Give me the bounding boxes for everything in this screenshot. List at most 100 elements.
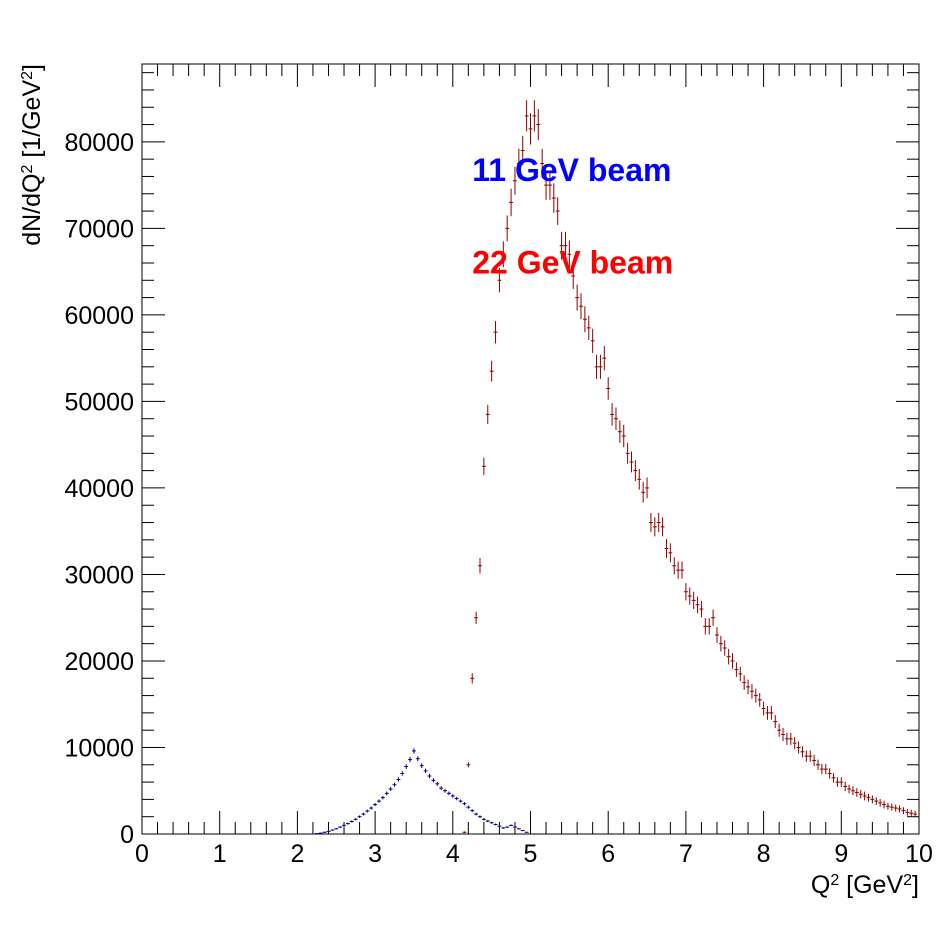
x-tick-label: 3: [368, 840, 382, 868]
data-point-series-1: [808, 750, 813, 762]
data-point-series-0: [443, 788, 447, 793]
data-point-series-0: [388, 787, 393, 792]
data-point-series-1: [617, 420, 622, 443]
data-point-series-1: [524, 100, 529, 132]
data-point-series-0: [392, 782, 397, 787]
data-point-series-1: [742, 675, 747, 690]
data-point-series-1: [656, 513, 661, 533]
data-point-series-1: [788, 732, 793, 745]
data-point-series-1: [718, 635, 723, 652]
data-point-series-0: [485, 819, 490, 823]
data-point-series-0: [408, 757, 413, 763]
data-point-series-1: [819, 763, 824, 775]
data-point-series-1: [757, 692, 762, 707]
data-point-series-1: [520, 135, 525, 166]
data-point-series-1: [660, 517, 665, 537]
data-point-series-1: [579, 293, 583, 320]
data-point-series-1: [726, 648, 731, 665]
data-point-series-1: [773, 715, 778, 729]
data-point-series-0: [474, 812, 479, 816]
data-point-series-1: [823, 763, 828, 775]
data-point-series-1: [536, 108, 541, 141]
x-tick-label: 7: [679, 840, 693, 868]
data-point-series-0: [314, 833, 319, 835]
data-point-series-1: [606, 377, 611, 400]
data-point-series-1: [784, 732, 789, 745]
data-point-series-1: [528, 113, 533, 145]
data-point-series-1: [470, 673, 475, 684]
data-point-series-1: [866, 793, 871, 802]
data-point-series-1: [668, 543, 673, 563]
data-point-series-1: [621, 424, 626, 448]
y-tick-label: 0: [120, 821, 134, 849]
data-point-series-1: [652, 517, 657, 537]
data-point-series-1: [812, 754, 817, 767]
data-point-series-1: [594, 354, 599, 379]
data-point-series-0: [481, 818, 486, 821]
x-tick-label: 10: [905, 840, 933, 868]
data-point-series-0: [400, 771, 405, 776]
data-point-series-1: [750, 683, 754, 699]
data-point-series-1: [641, 481, 646, 503]
x-tick-label: 0: [135, 840, 149, 868]
data-point-series-1: [870, 795, 875, 804]
data-point-series-0: [524, 831, 529, 833]
data-point-series-0: [326, 830, 331, 833]
data-point-series-1: [513, 166, 517, 195]
data-point-series-0: [454, 796, 459, 801]
data-point-series-0: [489, 821, 494, 824]
data-point-series-1: [765, 705, 770, 720]
data-point-series-1: [462, 831, 467, 834]
data-point-series-0: [330, 829, 335, 831]
x-axis-title: Q2 [GeV2]: [811, 871, 919, 899]
data-point-series-1: [761, 701, 766, 716]
y-tick-label: 60000: [64, 302, 134, 330]
data-point-series-1: [893, 804, 898, 812]
data-point-series-1: [540, 148, 545, 179]
data-point-series-0: [435, 781, 440, 786]
data-point-series-1: [847, 784, 852, 794]
data-point-series-0: [365, 809, 370, 813]
x-tick-label: 9: [834, 840, 848, 868]
data-point-series-0: [513, 826, 517, 828]
data-point-series-1: [497, 268, 502, 293]
data-point-series-1: [909, 809, 914, 817]
data-points: [314, 100, 918, 835]
data-point-series-1: [648, 513, 653, 533]
data-point-series-0: [450, 794, 455, 798]
data-point-series-1: [551, 183, 556, 213]
data-point-series-1: [730, 653, 735, 669]
y-tick-label: 30000: [64, 561, 134, 589]
data-point-series-1: [571, 262, 576, 289]
data-point-series-0: [493, 823, 498, 826]
data-point-series-1: [466, 762, 471, 768]
data-point-series-0: [509, 824, 514, 827]
data-point-series-1: [567, 240, 572, 269]
data-point-series-1: [633, 460, 638, 482]
data-point-series-1: [637, 468, 642, 490]
data-point-series-0: [342, 824, 346, 827]
y-tick-label: 40000: [64, 475, 134, 503]
data-point-series-1: [590, 328, 595, 353]
data-point-series-0: [369, 806, 374, 810]
data-point-series-1: [753, 688, 758, 703]
data-point-series-1: [711, 609, 716, 626]
data-point-series-0: [439, 786, 444, 791]
data-point-series-1: [563, 231, 568, 260]
data-point-series-1: [509, 188, 514, 217]
data-point-series-1: [905, 808, 910, 816]
data-point-series-1: [672, 557, 677, 575]
x-tick-label: 4: [446, 840, 460, 868]
data-point-series-1: [827, 768, 832, 779]
data-point-series-0: [516, 828, 521, 830]
data-point-series-1: [687, 587, 692, 605]
data-point-series-0: [380, 795, 385, 800]
data-point-series-1: [897, 805, 902, 813]
data-point-series-1: [485, 404, 490, 424]
data-point-series-1: [501, 241, 506, 268]
data-point-series-0: [478, 815, 482, 818]
data-point-series-0: [505, 826, 510, 828]
data-point-series-1: [683, 583, 688, 601]
data-point-series-1: [804, 750, 809, 762]
data-point-series-1: [516, 148, 521, 179]
